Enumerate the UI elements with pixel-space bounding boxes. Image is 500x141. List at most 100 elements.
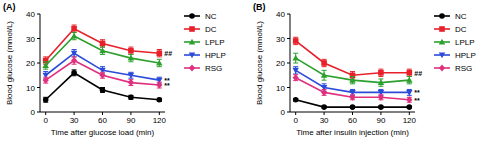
error-cap [293,53,298,54]
y-tick-label: 20 [276,59,285,68]
x-tick-label: 60 [348,116,357,125]
annotation: ## [164,50,172,57]
data-point [99,47,105,53]
x-tick-label: 0 [43,116,48,125]
panel-title: (A) [3,2,16,12]
x-tick [74,112,75,115]
error-bar [157,50,162,57]
y-tick-label: 0 [281,108,286,117]
error-cap [407,83,412,84]
data-point [157,97,163,103]
x-tick [380,112,381,115]
error-bar [322,59,327,66]
x-tick-label: 30 [70,116,79,125]
error-cap [157,66,162,67]
data-point [378,104,384,110]
panel: (B)0102030400306090120Time after insulin… [253,2,476,137]
error-cap [72,25,77,26]
y-tick [287,112,290,113]
error-cap [407,69,412,70]
error-bar [407,89,412,95]
legend: NCDCLPLPHPLPRSG [434,12,476,73]
error-bar [322,70,327,80]
error-bar [157,59,162,66]
figure: (A)0102030400306090120Time after glucose… [0,0,500,141]
data-point [349,94,355,101]
legend-marker [439,39,445,45]
legend-marker [439,52,445,58]
x-tick-label: 120 [153,116,167,125]
error-bar [157,82,162,88]
y-tick [287,63,290,64]
plot-area [42,25,162,103]
error-cap [378,89,383,90]
error-bar [72,57,77,64]
data-point [128,48,134,54]
data-point [292,68,298,74]
x-tick-label: 90 [126,116,135,125]
error-cap [157,77,162,78]
x-tick [159,112,160,115]
error-bar [293,67,298,74]
legend-marker [189,13,195,19]
legend-label: LPLP [455,38,475,47]
legend-label: LPLP [205,38,225,47]
error-cap [72,39,77,40]
error-bar [100,72,105,78]
legend-label: HPLP [455,51,476,60]
error-cap [100,54,105,55]
y-tick [37,112,40,113]
y-tick [287,14,290,15]
error-bar [100,40,105,47]
error-cap [407,89,412,90]
legend-label: DC [455,25,467,34]
data-point [128,55,134,61]
error-cap [72,49,77,50]
data-point [100,87,106,93]
y-tick [287,38,290,39]
error-bar [100,47,105,54]
legend-marker [439,13,445,19]
x-tick [45,112,46,115]
y-tick [287,87,290,88]
error-cap [157,56,162,57]
error-cap [293,63,298,64]
data-point [71,57,77,64]
error-bar [128,80,133,86]
data-point [349,77,355,83]
y-tick-label: 10 [26,84,35,93]
data-point [407,104,413,110]
y-tick [37,87,40,88]
x-tick-label: 90 [376,116,385,125]
y-axis-label: Blood glucose (mmol/L) [5,21,14,105]
y-tick-label: 40 [276,10,285,19]
error-cap [293,44,298,45]
error-bar [378,79,383,86]
error-bar [72,25,77,32]
data-point [321,60,327,66]
error-cap [43,71,48,72]
error-bar [128,95,133,99]
data-point [156,60,162,66]
data-point [292,55,298,61]
x-tick [102,112,103,115]
x-tick-label: 0 [293,116,298,125]
error-cap [378,76,383,77]
data-point [156,82,162,89]
error-cap [43,69,48,70]
y-tick [37,14,40,15]
error-bar [72,70,77,76]
x-tick-label: 120 [403,116,417,125]
error-cap [350,83,355,84]
y-tick-label: 20 [26,59,35,68]
error-bar [43,77,48,83]
error-bar [407,76,412,83]
series-line [46,53,160,80]
annotation: ** [414,89,420,96]
data-point [293,38,299,44]
error-cap [322,80,327,81]
error-cap [322,70,327,71]
legend-label: RSG [205,64,222,73]
data-point [128,73,134,79]
error-cap [293,37,298,38]
